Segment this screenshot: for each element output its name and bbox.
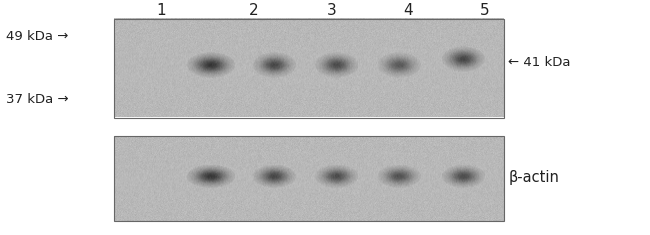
Text: 2: 2 <box>249 3 258 18</box>
Text: 1: 1 <box>157 3 166 18</box>
Text: 37 kDa →: 37 kDa → <box>6 93 69 106</box>
Text: 3: 3 <box>326 3 337 18</box>
Text: 49 kDa →: 49 kDa → <box>6 30 69 43</box>
Bar <box>114 136 504 221</box>
Bar <box>114 19 504 118</box>
Text: 5: 5 <box>480 3 489 18</box>
Text: 4: 4 <box>404 3 413 18</box>
Text: ← 41 kDa: ← 41 kDa <box>508 56 571 69</box>
Text: β-actin: β-actin <box>508 170 559 185</box>
